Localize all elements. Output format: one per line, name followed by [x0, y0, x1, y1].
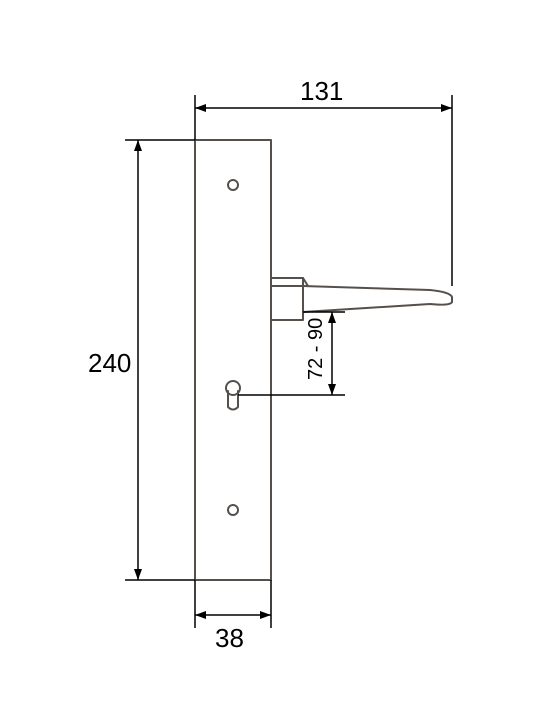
dimension-drawing: 131 240 38 72 - 90 — [0, 0, 540, 720]
keyhole — [226, 381, 240, 410]
dim-top-width-label: 131 — [300, 76, 343, 106]
dim-bottom-width: 38 — [195, 580, 271, 653]
dim-left-height: 240 — [88, 140, 195, 580]
screw-hole-top — [228, 180, 238, 190]
door-handle — [271, 278, 452, 320]
dim-bottom-width-label: 38 — [215, 623, 244, 653]
dim-inner-span-label: 72 - 90 — [305, 318, 327, 380]
dim-inner-span: 72 - 90 — [238, 312, 345, 395]
screw-hole-bottom — [228, 505, 238, 515]
backplate — [195, 140, 271, 580]
dim-left-height-label: 240 — [88, 348, 131, 378]
